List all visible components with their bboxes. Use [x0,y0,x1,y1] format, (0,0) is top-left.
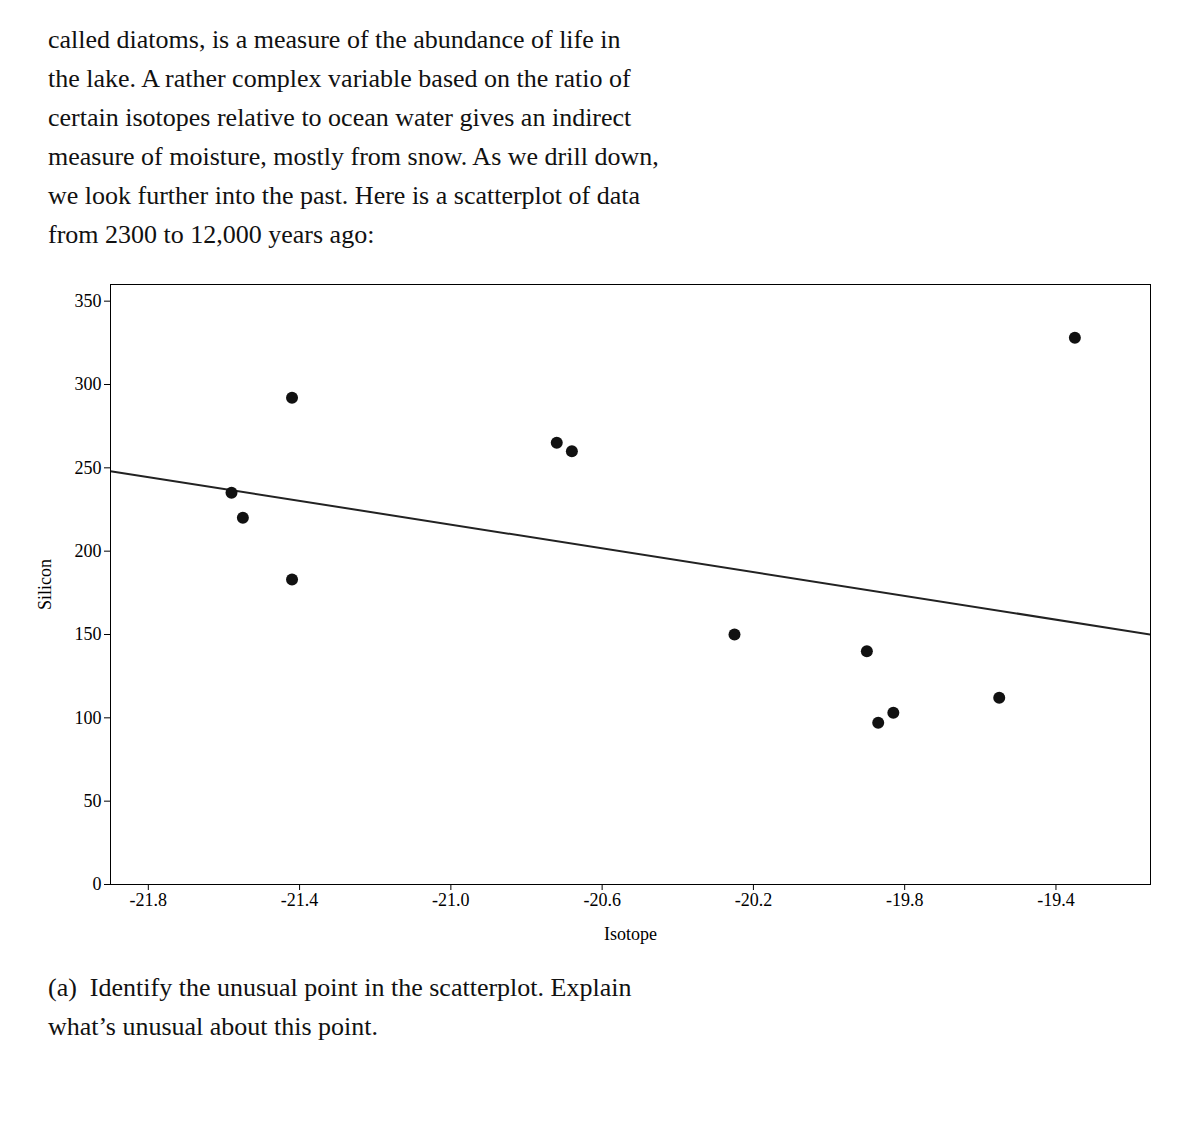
svg-text:-21.0: -21.0 [432,890,470,910]
html-text:called diatoms, is a measure o: called diatoms, is a measure of the abun… [48,25,659,249]
svg-text:300: 300 [75,374,102,394]
svg-text:Silicon: Silicon [35,559,55,610]
svg-text:50: 50 [84,791,102,811]
svg-text:-19.8: -19.8 [886,890,924,910]
html-text:(a) Identify the unusual point: (a) Identify the unusual point in the sc… [48,973,632,1041]
svg-text:Isotope: Isotope [604,924,657,944]
svg-text:-19.4: -19.4 [1037,890,1075,910]
svg-text:-21.8: -21.8 [130,890,168,910]
svg-text:0: 0 [93,874,102,894]
svg-text:350: 350 [75,291,102,311]
svg-text:200: 200 [75,541,102,561]
svg-text:-20.2: -20.2 [735,890,773,910]
svg-text:-20.6: -20.6 [583,890,621,910]
svg-text:250: 250 [75,458,102,478]
svg-text:150: 150 [75,624,102,644]
svg-text:100: 100 [75,708,102,728]
svg-text:-21.4: -21.4 [281,890,319,910]
